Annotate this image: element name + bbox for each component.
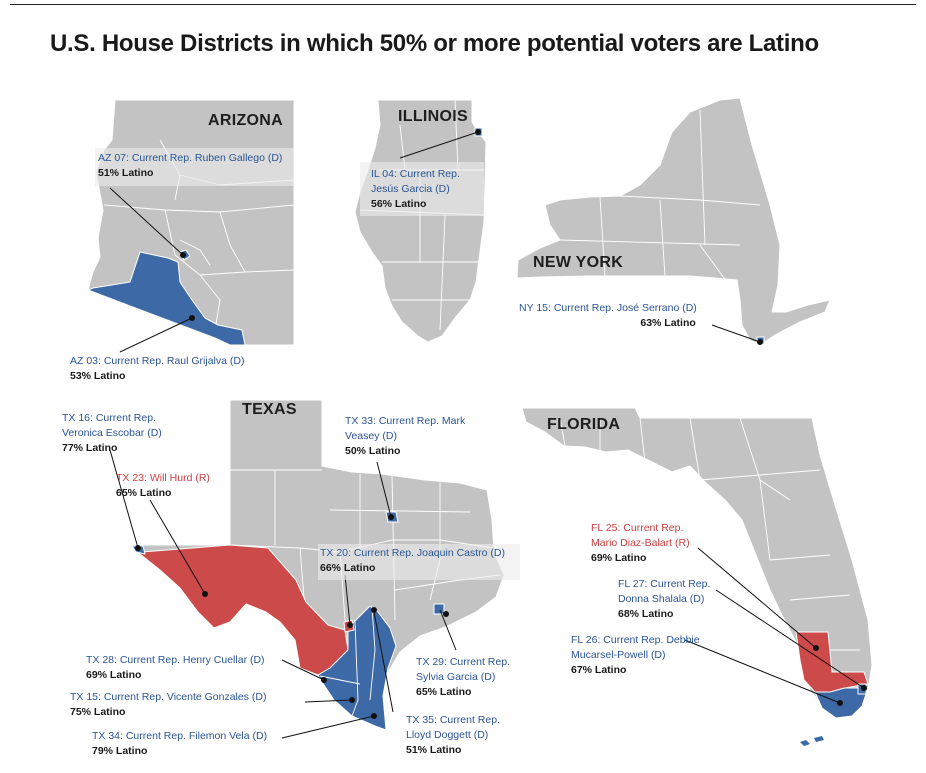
page-title: U.S. House Districts in which 50% or mor… (50, 30, 819, 57)
district-percent: 66% Latino (320, 562, 376, 574)
district-percent: 65% Latino (116, 487, 172, 499)
district-label-fl26: FL 26: Current Rep. Debbie Mucarsel-Powe… (571, 633, 700, 678)
district-label-az03: AZ 03: Current Rep. Raul Grijalva (D) 53… (70, 354, 244, 384)
state-label-illinois: ILLINOIS (398, 108, 468, 125)
state-label-arizona: ARIZONA (208, 112, 283, 129)
az07-label-band (95, 148, 294, 186)
district-name-line2: Donna Shalala (D) (618, 593, 705, 605)
florida-keys (800, 736, 824, 746)
district-percent: 75% Latino (70, 706, 126, 718)
state-label-new-york: NEW YORK (533, 254, 624, 271)
district-percent: 53% Latino (70, 370, 126, 382)
tx20-label-band (318, 544, 520, 580)
district-percent: 77% Latino (62, 442, 118, 454)
district-percent: 67% Latino (571, 664, 627, 676)
district-percent: 63% Latino (640, 317, 696, 329)
district-name-line2: Veronica Escobar (D) (62, 427, 162, 439)
district-percent: 68% Latino (618, 608, 674, 620)
district-name-line1: IL 04: Current Rep. (371, 168, 460, 180)
district-percent: 51% Latino (406, 744, 462, 756)
district-label-il04: IL 04: Current Rep. Jesús Garcia (D) 56%… (371, 167, 460, 212)
district-label-tx16: TX 16: Current Rep. Veronica Escobar (D)… (62, 411, 162, 456)
district-label-fl25: FL 25: Current Rep. Mario Diaz-Balart (R… (591, 521, 690, 566)
district-name-line1: TX 29: Current Rep. (416, 656, 510, 668)
district-percent: 69% Latino (86, 669, 142, 681)
district-name: TX 23: Will Hurd (R) (116, 472, 210, 484)
district-percent: 79% Latino (92, 745, 148, 757)
florida-shape (521, 407, 873, 717)
district-percent: 56% Latino (371, 198, 427, 210)
district-name-line1: FL 25: Current Rep. (591, 522, 684, 534)
district-name: TX 20: Current Rep. Joaquin Castro (D) (320, 547, 505, 559)
district-name: TX 28: Current Rep. Henry Cuellar (D) (86, 654, 265, 666)
district-name-line2: Mario Diaz-Balart (R) (591, 537, 690, 549)
district-name-line1: TX 16: Current Rep. (62, 412, 156, 424)
district-label-tx20: TX 20: Current Rep. Joaquin Castro (D) 6… (320, 546, 505, 576)
state-label-florida: FLORIDA (547, 416, 621, 433)
district-label-tx35: TX 35: Current Rep. Lloyd Doggett (D) 51… (406, 713, 500, 758)
district-name-line2: Veasey (D) (345, 430, 397, 442)
district-name-line2: Jesús Garcia (D) (371, 183, 450, 195)
district-name: AZ 03: Current Rep. Raul Grijalva (D) (70, 355, 245, 367)
district-label-ny15: NY 15: Current Rep. José Serrano (D) 63%… (519, 301, 697, 331)
district-name: TX 15: Current Rep. Vicente Gonzales (D) (70, 691, 267, 703)
district-percent: 51% Latino (98, 167, 154, 179)
district-name-line1: TX 35: Current Rep. (406, 714, 500, 726)
district-name-line1: FL 26: Current Rep. Debbie (571, 634, 700, 646)
district-percent: 50% Latino (345, 445, 401, 457)
district-name: NY 15: Current Rep. José Serrano (D) (519, 302, 697, 314)
az03-district (87, 251, 246, 346)
il04-label-band (360, 162, 484, 216)
district-name: TX 34: Current Rep. Filemon Vela (D) (92, 730, 268, 742)
district-name-line2: Sylvia Garcia (D) (416, 671, 496, 683)
district-label-tx23: TX 23: Will Hurd (R) 65% Latino (116, 471, 210, 501)
district-label-tx29: TX 29: Current Rep. Sylvia Garcia (D) 65… (416, 655, 510, 700)
district-label-tx34: TX 34: Current Rep. Filemon Vela (D) 79%… (92, 729, 267, 759)
state-label-texas: TEXAS (242, 401, 297, 418)
district-name-line1: FL 27: Current Rep. (618, 578, 711, 590)
tx29-district (433, 603, 445, 615)
district-name-line2: Lloyd Doggett (D) (406, 729, 489, 741)
district-label-tx33: TX 33: Current Rep. Mark Veasey (D) 50% … (345, 414, 465, 459)
district-label-tx15: TX 15: Current Rep. Vicente Gonzales (D)… (70, 690, 266, 720)
district-percent: 69% Latino (591, 552, 647, 564)
district-name-line2: Mucarsel-Powell (D) (571, 649, 666, 661)
new-york-shape (516, 97, 831, 346)
top-rule (10, 4, 916, 5)
district-label-tx28: TX 28: Current Rep. Henry Cuellar (D) 69… (86, 653, 265, 683)
district-name-line1: TX 33: Current Rep. Mark (345, 415, 466, 427)
district-label-az07: AZ 07: Current Rep. Ruben Gallego (D) 51… (98, 151, 282, 181)
district-percent: 65% Latino (416, 686, 472, 698)
district-name: AZ 07: Current Rep. Ruben Gallego (D) (98, 152, 283, 164)
district-label-fl27: FL 27: Current Rep. Donna Shalala (D) 68… (618, 577, 710, 622)
